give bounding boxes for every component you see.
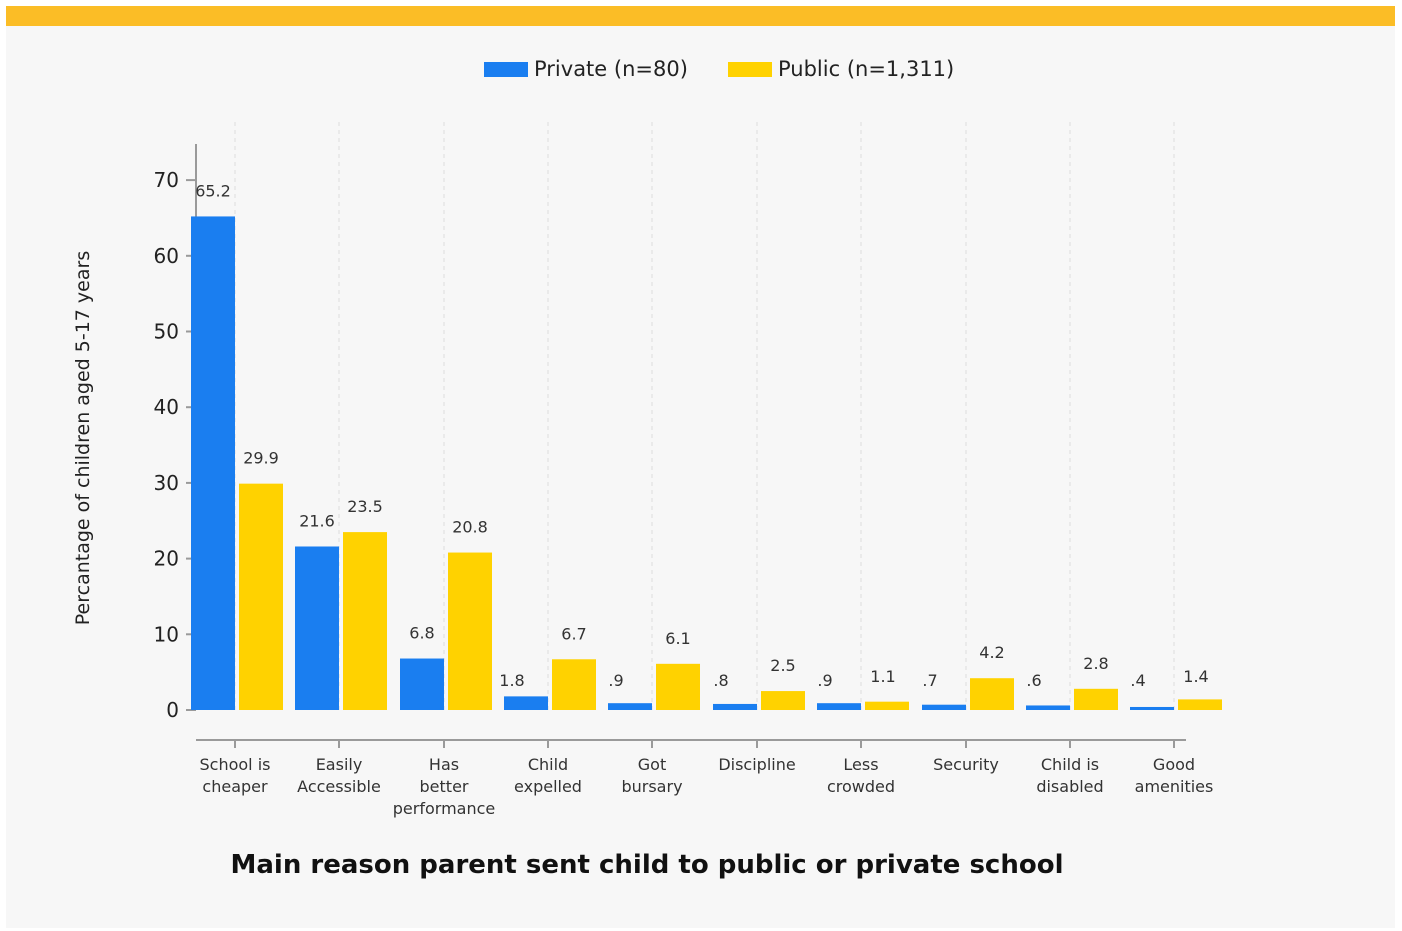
x-tick-label: Easily Accessible (297, 755, 381, 796)
private-value-label: .4 (1130, 671, 1145, 690)
public-bar (970, 678, 1014, 710)
public-value-label: 2.5 (770, 656, 795, 675)
x-tick-label-line: Child (528, 755, 568, 774)
x-tick-label-line: Has (429, 755, 459, 774)
public-value-label: 2.8 (1083, 654, 1108, 673)
x-tick-label-line: Accessible (297, 777, 381, 796)
x-tick-label-line: expelled (514, 777, 582, 796)
y-tick-label: 60 (154, 244, 179, 268)
x-tick-label: School is cheaper (200, 755, 271, 796)
x-tick-label: Child expelled (514, 755, 582, 796)
x-tick-label-line: disabled (1036, 777, 1103, 796)
public-bar (239, 483, 283, 710)
chart-title: Main reason parent sent child to public … (231, 850, 1064, 880)
x-tick-label-line: Discipline (718, 755, 795, 774)
x-tick-label: Discipline (718, 755, 795, 774)
x-tick-label-line: Easily (316, 755, 363, 774)
chart-card: 0 10 20 30 40 50 60 70 School is cheaper Easily Acc… (6, 6, 1395, 928)
y-tick-label: 0 (166, 698, 179, 722)
x-tick-label-line: better (420, 777, 469, 796)
private-value-label: .7 (922, 671, 937, 690)
private-bar (1026, 705, 1070, 710)
public-bar (865, 701, 909, 710)
public-value-label: 1.1 (870, 667, 895, 686)
legend-swatch-public (728, 62, 772, 77)
y-tick-label: 20 (154, 547, 179, 571)
private-value-label: .6 (1026, 671, 1041, 690)
private-bar (608, 703, 652, 710)
public-value-label: 29.9 (243, 449, 279, 468)
private-bar (504, 696, 548, 710)
public-bar (552, 659, 596, 710)
y-tick-label: 50 (154, 320, 179, 344)
x-tick-label-line: Good (1153, 755, 1195, 774)
x-tick-label-line: Less (843, 755, 878, 774)
public-bar (343, 532, 387, 710)
x-tick-label: Got bursary (621, 755, 682, 796)
private-bar (713, 703, 757, 710)
private-value-label: 1.8 (499, 671, 524, 690)
legend-label-private: Private (n=80) (534, 57, 688, 81)
public-bar (761, 691, 805, 710)
x-tick-label-line: crowded (827, 777, 895, 796)
legend: Private (n=80) Public (n=1,311) (484, 57, 954, 81)
data-labels: 65.2 21.6 6.8 1.8 .9 .8 .9 .7 .6 .4 29.9 23.5 20.8 6.… (195, 181, 1209, 690)
x-tick-label: Less crowded (827, 755, 895, 796)
y-axis-title: Percantage of children aged 5-17 years (72, 251, 94, 625)
private-bar (191, 216, 235, 710)
private-bar (817, 703, 861, 710)
y-tick-label: 70 (154, 168, 179, 192)
top-accent-bar (6, 6, 1395, 26)
legend-label-public: Public (n=1,311) (778, 57, 954, 81)
private-value-label: 65.2 (195, 181, 231, 200)
public-bar (1178, 699, 1222, 710)
private-bar (400, 658, 444, 710)
axes: 0 10 20 30 40 50 60 70 School is cheaper Easily Acc… (154, 144, 1214, 818)
x-tick-label-line: Child is (1041, 755, 1099, 774)
private-bar (1130, 706, 1174, 710)
x-tick-label: Good amenities (1135, 755, 1214, 796)
x-tick-label: Child is disabled (1036, 755, 1103, 796)
private-value-label: .8 (713, 671, 728, 690)
public-value-label: 4.2 (979, 643, 1004, 662)
y-tick-label: 40 (154, 395, 179, 419)
private-value-label: 21.6 (299, 511, 335, 530)
public-bar (448, 552, 492, 710)
y-tick-label: 30 (154, 471, 179, 495)
private-value-label: 6.8 (409, 624, 434, 643)
x-tick-label-line: performance (393, 799, 495, 818)
legend-swatch-private (484, 62, 528, 77)
public-value-label: 23.5 (347, 497, 383, 516)
x-tick-label-line: bursary (621, 777, 682, 796)
private-value-label: .9 (608, 671, 623, 690)
x-tick-label-line: Security (933, 755, 999, 774)
private-bar (922, 704, 966, 710)
private-value-label: .9 (817, 671, 832, 690)
public-value-label: 6.1 (665, 629, 690, 648)
bars (191, 216, 1222, 710)
y-tick-label: 10 (154, 622, 179, 646)
public-value-label: 20.8 (452, 518, 488, 537)
x-tick-label: Has better performance (393, 755, 495, 818)
public-value-label: 1.4 (1183, 667, 1208, 686)
x-tick-label-line: cheaper (202, 777, 268, 796)
bar-chart: 0 10 20 30 40 50 60 70 School is cheaper Easily Acc… (72, 57, 1222, 880)
x-tick-label-line: amenities (1135, 777, 1214, 796)
private-bar (295, 546, 339, 710)
public-bar (656, 663, 700, 710)
x-tick-label: Security (933, 755, 999, 774)
public-bar (1074, 688, 1118, 710)
x-tick-label-line: Got (638, 755, 666, 774)
public-value-label: 6.7 (561, 624, 586, 643)
x-tick-label-line: School is (200, 755, 271, 774)
